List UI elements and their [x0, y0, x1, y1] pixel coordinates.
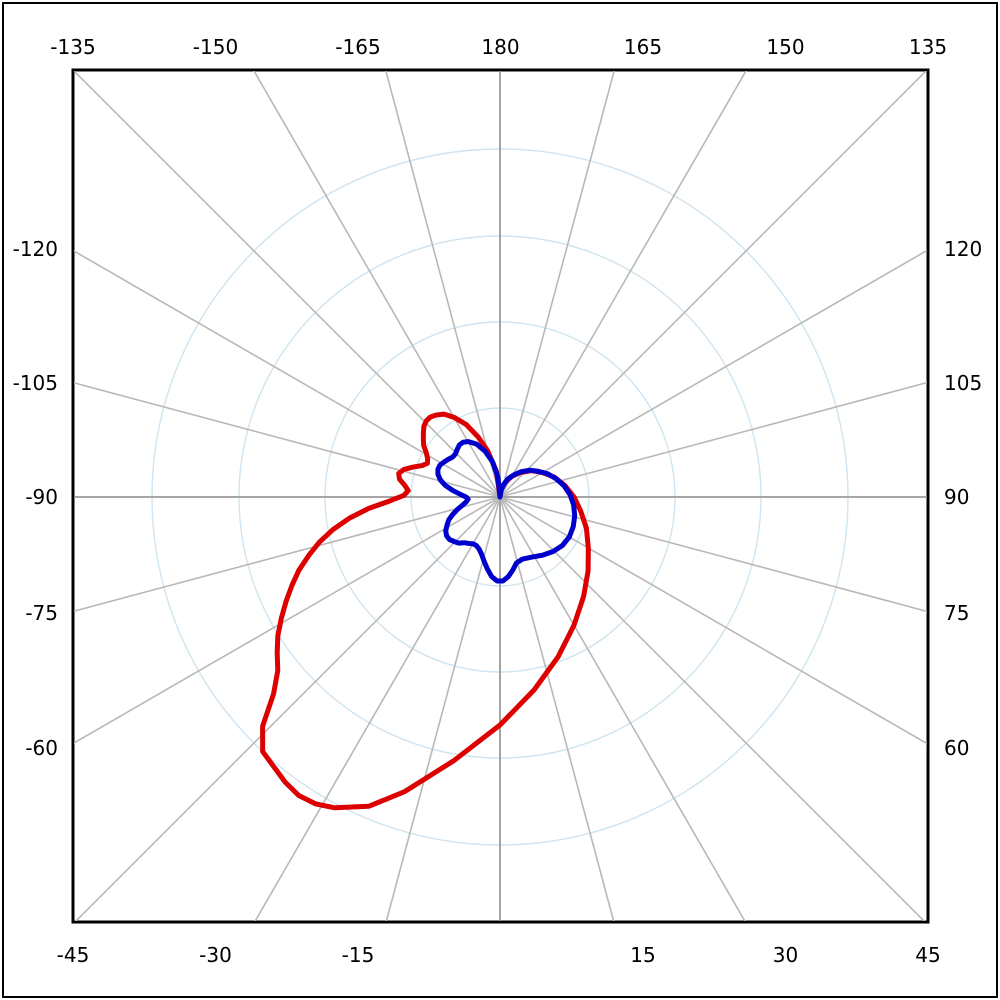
grid-spoke-150deg [499, 496, 746, 921]
left-tick-label-3: -75 [25, 601, 58, 625]
bottom-tick-label-3: 15 [630, 943, 655, 967]
grid-spoke-30deg [499, 71, 747, 498]
top-tick-label-2: -165 [335, 35, 380, 59]
top-tick-label-1: -150 [193, 35, 238, 59]
top-tick-label-0: -135 [50, 35, 95, 59]
grid-spoke-225deg [74, 496, 501, 921]
grid-spoke-60deg [499, 249, 927, 498]
grid-spoke-285deg [74, 382, 501, 498]
axis-tick-labels: -135 -150 -165 180 165 150 135 -45 -30 -15 15 30 45 -… [13, 35, 983, 967]
left-tick-label-4: -60 [25, 736, 58, 760]
bottom-tick-label-1: -30 [199, 943, 232, 967]
series-curve-series-red [260, 411, 591, 811]
bottom-tick-label-0: -45 [57, 943, 90, 967]
bottom-tick-label-5: 45 [915, 943, 940, 967]
grid-spoke-210deg [254, 496, 501, 921]
right-tick-label-0: 120 [944, 237, 982, 261]
grid-spoke-345deg [385, 71, 501, 498]
top-tick-label-3: 180 [481, 35, 519, 59]
left-tick-label-0: -120 [13, 237, 58, 261]
grid-spoke-315deg [74, 71, 501, 498]
right-tick-label-1: 105 [944, 371, 982, 395]
grid-spoke-15deg [499, 71, 615, 498]
grid-spoke-105deg [499, 496, 927, 613]
grid-spoke-120deg [499, 496, 927, 745]
grid-spoke-330deg [253, 71, 501, 498]
grid-spoke-195deg [385, 496, 501, 921]
right-tick-label-4: 60 [944, 736, 969, 760]
grid-spoke-135deg [499, 496, 926, 921]
top-tick-label-5: 150 [766, 35, 804, 59]
grid-spoke-300deg [74, 250, 501, 498]
grid-spoke-255deg [74, 496, 501, 612]
top-tick-label-4: 165 [624, 35, 662, 59]
grid-spoke-45deg [499, 71, 927, 498]
right-tick-label-3: 75 [944, 601, 969, 625]
left-tick-label-1: -105 [13, 371, 58, 395]
grid-spoke-165deg [499, 496, 615, 921]
bottom-tick-label-4: 30 [773, 943, 798, 967]
series-layer [260, 411, 591, 811]
series-curve-series-blue [435, 439, 578, 584]
left-tick-label-2: -90 [25, 485, 58, 509]
top-tick-label-6: 135 [909, 35, 947, 59]
right-tick-label-2: 90 [944, 485, 969, 509]
grid-spoke-75deg [499, 381, 927, 498]
grid-spoke-240deg [74, 496, 501, 744]
bottom-tick-label-2: -15 [342, 943, 375, 967]
